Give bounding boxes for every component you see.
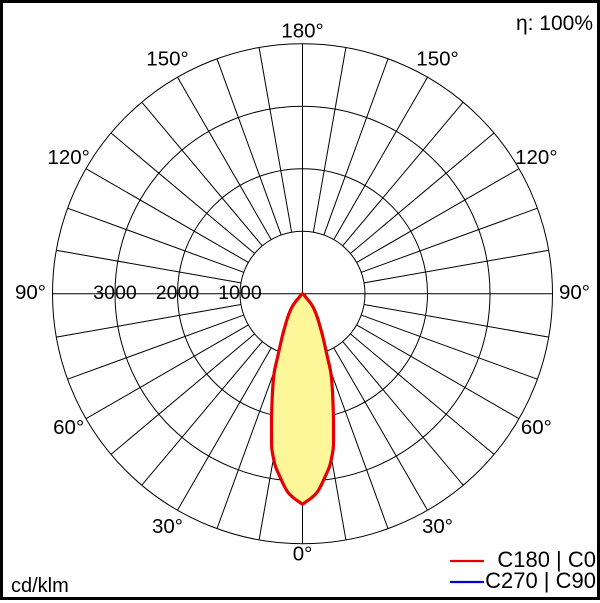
- svg-text:η: 100%: η: 100%: [516, 12, 593, 35]
- svg-text:150°: 150°: [416, 47, 458, 70]
- svg-text:60°: 60°: [521, 416, 552, 439]
- svg-text:cd/klm: cd/klm: [11, 575, 69, 597]
- svg-text:90°: 90°: [559, 281, 590, 304]
- svg-text:120°: 120°: [47, 146, 89, 169]
- svg-text:180°: 180°: [281, 20, 323, 43]
- svg-text:0°: 0°: [293, 543, 313, 566]
- svg-text:30°: 30°: [422, 515, 453, 538]
- svg-text:C270 | C90: C270 | C90: [485, 568, 596, 593]
- svg-text:120°: 120°: [515, 146, 557, 169]
- svg-text:3000: 3000: [93, 282, 137, 304]
- svg-text:30°: 30°: [152, 515, 183, 538]
- svg-text:2000: 2000: [156, 282, 200, 304]
- svg-text:1000: 1000: [218, 282, 262, 304]
- svg-text:60°: 60°: [53, 416, 84, 439]
- svg-text:90°: 90°: [15, 281, 46, 304]
- svg-text:150°: 150°: [146, 47, 188, 70]
